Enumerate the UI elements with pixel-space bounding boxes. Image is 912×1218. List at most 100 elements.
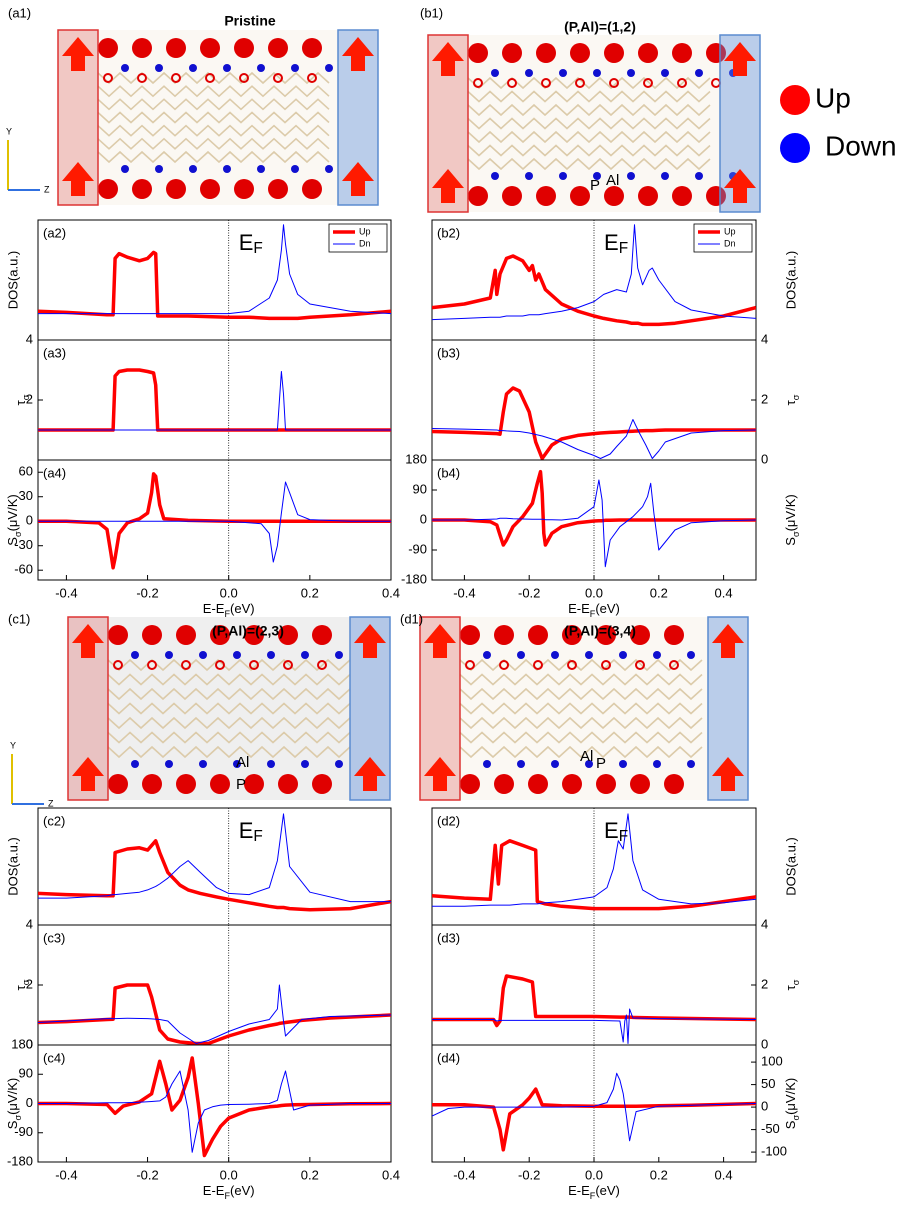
y-tick-label: -90: [408, 541, 427, 556]
atom-down: [223, 165, 231, 173]
atom-label: Al: [236, 754, 249, 771]
y-tick-label: -100: [761, 1144, 787, 1159]
y-tick-label: 4: [26, 916, 33, 931]
series-line: [432, 814, 756, 906]
structure-title: (P,Al)=(2,3): [212, 623, 284, 639]
x-axis-label: E-EF(eV): [568, 601, 620, 619]
axis-y-label: Y: [10, 740, 16, 750]
atom-up: [176, 774, 196, 794]
structure-title: Pristine: [224, 13, 276, 29]
y-axis-label: DOS(a.u.): [783, 251, 798, 310]
atom-up: [166, 38, 186, 58]
label-part: S: [5, 537, 20, 546]
y-tick-label: 50: [761, 1076, 775, 1091]
structure-label: (a1): [8, 5, 31, 20]
atom-down: [199, 651, 207, 659]
atom-down: [627, 69, 635, 77]
y-tick-label: 2: [761, 976, 768, 991]
atom-up: [468, 43, 488, 63]
atom-down: [325, 64, 333, 72]
fermi-annotation: EF: [239, 230, 263, 257]
label-part: σ: [791, 979, 801, 985]
label-part: S: [783, 537, 798, 546]
y-tick-label: -60: [14, 562, 33, 577]
y-tick-label: 4: [26, 331, 33, 346]
panel-label: (a4): [43, 465, 66, 480]
label-part: (eV): [230, 1183, 255, 1198]
atom-down: [325, 165, 333, 173]
atom-up: [312, 625, 332, 645]
legend-box: [329, 224, 387, 252]
y-tick-label: -180: [7, 1153, 33, 1168]
atom-up: [630, 774, 650, 794]
atom-down: [301, 651, 309, 659]
atom-up: [132, 38, 152, 58]
atom-label: P: [236, 776, 246, 793]
atom-down: [517, 760, 525, 768]
y-tick-label: -50: [761, 1121, 780, 1136]
panel-label: (c3): [43, 930, 65, 945]
x-tick-label: 0.0: [220, 1167, 238, 1182]
y-axis-label: DOS(a.u.): [783, 837, 798, 896]
legend-label: Up: [815, 82, 851, 113]
atom-down: [551, 760, 559, 768]
y-axis-label: Sσ(μV/K): [783, 494, 801, 545]
atom-down: [551, 651, 559, 659]
atom-down: [335, 651, 343, 659]
atom-down: [593, 69, 601, 77]
atom-up: [528, 774, 548, 794]
panel-label: (a2): [43, 225, 66, 240]
atom-up: [200, 179, 220, 199]
x-tick-label: -0.4: [453, 585, 475, 600]
atom-down: [653, 651, 661, 659]
atom-down: [695, 172, 703, 180]
atom-up: [302, 179, 322, 199]
y-axis-label: τσ: [783, 979, 801, 990]
atom-down: [301, 760, 309, 768]
y-tick-label: 180: [11, 1036, 33, 1051]
atom-up: [596, 774, 616, 794]
y-tick-label: 60: [19, 464, 33, 479]
y-tick-label: 4: [761, 916, 768, 931]
atom-down: [619, 651, 627, 659]
x-axis-label: E-EF(eV): [203, 1183, 255, 1201]
fermi-annotation: EF: [604, 818, 628, 845]
y-tick-label: 30: [19, 488, 33, 503]
atom-up: [142, 625, 162, 645]
atom-up: [108, 774, 128, 794]
x-tick-label: -0.2: [518, 1167, 540, 1182]
panel-label: (b3): [437, 345, 460, 360]
atom-down: [559, 69, 567, 77]
y-tick-label: 2: [761, 391, 768, 406]
atom-up: [234, 38, 254, 58]
atom-down: [559, 172, 567, 180]
atom-down: [267, 760, 275, 768]
label-part: E: [239, 230, 254, 255]
atom-down: [131, 651, 139, 659]
atom-up: [570, 43, 590, 63]
label-part: E-E: [568, 1183, 590, 1198]
atom-down: [619, 760, 627, 768]
structure-label: (c1): [8, 611, 30, 626]
atom-up: [98, 38, 118, 58]
structure-title: (P,Al)=(1,2): [564, 19, 636, 35]
x-tick-label: -0.4: [55, 585, 77, 600]
x-tick-label: 0.4: [382, 585, 400, 600]
atom-down: [525, 172, 533, 180]
legend-dot: [780, 133, 810, 163]
atom-up: [312, 774, 332, 794]
atom-down: [165, 651, 173, 659]
label-part: (μV/K): [783, 494, 798, 531]
y-tick-label: 0: [420, 511, 427, 526]
atom-down: [335, 760, 343, 768]
atom-down: [155, 64, 163, 72]
y-tick-label: -180: [401, 571, 427, 586]
atom-down: [491, 69, 499, 77]
atom-up: [604, 186, 624, 206]
series-line: [38, 1071, 391, 1152]
axis-z-label: Z: [44, 184, 50, 194]
x-tick-label: 0.4: [382, 1167, 400, 1182]
label-part: (eV): [230, 601, 255, 616]
atom-up: [210, 774, 230, 794]
atom-down: [653, 760, 661, 768]
